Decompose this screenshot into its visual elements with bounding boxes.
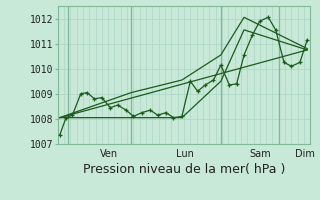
Text: Ven: Ven: [100, 149, 118, 159]
Text: Sam: Sam: [249, 149, 271, 159]
X-axis label: Pression niveau de la mer( hPa ): Pression niveau de la mer( hPa ): [83, 163, 285, 176]
Text: Lun: Lun: [176, 149, 194, 159]
Text: Dim: Dim: [295, 149, 315, 159]
